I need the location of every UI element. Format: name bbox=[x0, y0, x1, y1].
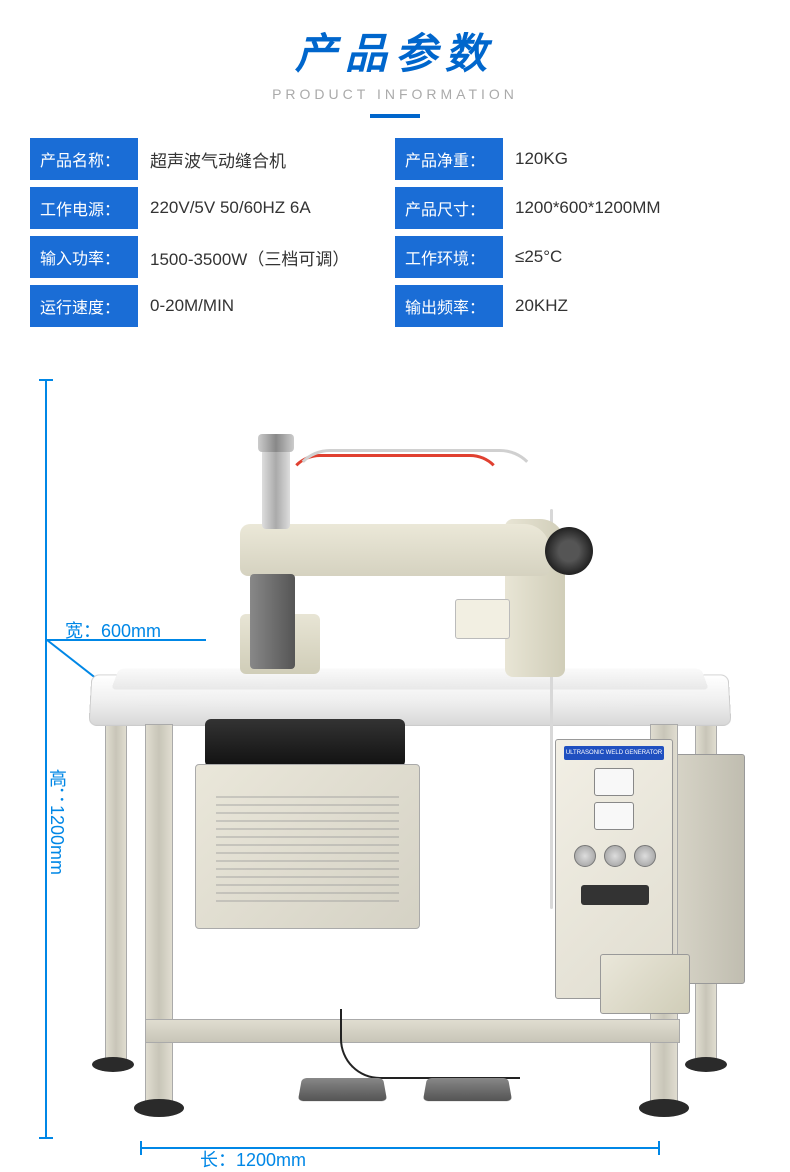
spec-label: 输出频率： bbox=[395, 285, 503, 327]
spec-value: 120KG bbox=[503, 138, 760, 180]
foot bbox=[92, 1057, 134, 1072]
title-underline bbox=[370, 114, 420, 118]
dimension-length-label: 长：1200mm bbox=[200, 1146, 306, 1172]
pedal-cable bbox=[340, 1009, 520, 1079]
switch-panel bbox=[581, 885, 649, 905]
machine-illustration: ULTRASONIC WELD GENERATOR bbox=[90, 419, 730, 1119]
spec-row: 输出频率： 20KHZ bbox=[395, 285, 760, 327]
foot bbox=[639, 1099, 689, 1117]
cylinder-cap bbox=[258, 434, 294, 452]
sub-title: PRODUCT INFORMATION bbox=[0, 86, 790, 102]
control-knob bbox=[634, 845, 656, 867]
gauge bbox=[594, 802, 634, 830]
spec-value: 220V/5V 50/60HZ 6A bbox=[138, 187, 395, 229]
foot bbox=[685, 1057, 727, 1072]
foot bbox=[134, 1099, 184, 1117]
handwheel bbox=[545, 527, 593, 575]
motor-assembly bbox=[205, 719, 405, 767]
spec-row: 运行速度： 0-20M/MIN bbox=[30, 285, 395, 327]
spec-label: 输入功率： bbox=[30, 236, 138, 278]
spec-row: 工作电源： 220V/5V 50/60HZ 6A bbox=[30, 187, 395, 229]
diagram-area: 宽：600mm 高：1200mm 长：1200mm ULTRASONIC WEL… bbox=[0, 359, 790, 1169]
spec-value: ≤25°C bbox=[503, 236, 760, 278]
spec-value: 1200*600*1200MM bbox=[503, 187, 760, 229]
spec-label: 工作电源： bbox=[30, 187, 138, 229]
spec-row: 输入功率： 1500-3500W（三档可调） bbox=[30, 236, 395, 278]
spec-value: 超声波气动缝合机 bbox=[138, 138, 395, 180]
spec-col-left: 产品名称： 超声波气动缝合机 工作电源： 220V/5V 50/60HZ 6A … bbox=[30, 138, 395, 334]
spec-table: 产品名称： 超声波气动缝合机 工作电源： 220V/5V 50/60HZ 6A … bbox=[0, 138, 790, 334]
table-surface bbox=[111, 669, 709, 690]
spec-col-right: 产品净重： 120KG 产品尺寸： 1200*600*1200MM 工作环境： … bbox=[395, 138, 760, 334]
control-label: ULTRASONIC WELD GENERATOR bbox=[564, 746, 664, 760]
spec-label: 产品净重： bbox=[395, 138, 503, 180]
spec-row: 产品尺寸： 1200*600*1200MM bbox=[395, 187, 760, 229]
foot-pedal bbox=[423, 1078, 512, 1101]
spec-label: 产品名称： bbox=[30, 138, 138, 180]
motor-housing bbox=[195, 764, 420, 929]
spec-label: 产品尺寸： bbox=[395, 187, 503, 229]
spec-row: 产品净重： 120KG bbox=[395, 138, 760, 180]
side-panel bbox=[670, 754, 745, 984]
table-leg bbox=[145, 724, 173, 1104]
pneumatic-tube-clear bbox=[290, 449, 540, 539]
table-leg bbox=[105, 714, 127, 1064]
spec-value: 1500-3500W（三档可调） bbox=[138, 236, 395, 278]
control-knob bbox=[604, 845, 626, 867]
dimension-height-label: 高：1200mm bbox=[44, 769, 70, 875]
spec-label: 工作环境： bbox=[395, 236, 503, 278]
needle-assembly bbox=[250, 574, 295, 669]
header-section: 产品参数 PRODUCT INFORMATION bbox=[0, 0, 790, 118]
gauge bbox=[594, 768, 634, 796]
control-knob bbox=[574, 845, 596, 867]
foot-pedal bbox=[298, 1078, 387, 1101]
spec-value: 0-20M/MIN bbox=[138, 285, 395, 327]
vents bbox=[216, 790, 399, 903]
aux-box bbox=[600, 954, 690, 1014]
main-title: 产品参数 bbox=[0, 20, 790, 81]
brand-plate bbox=[455, 599, 510, 639]
dimension-line-vertical bbox=[45, 379, 47, 1139]
spec-value: 20KHZ bbox=[503, 285, 760, 327]
spec-row: 产品名称： 超声波气动缝合机 bbox=[30, 138, 395, 180]
spec-label: 运行速度： bbox=[30, 285, 138, 327]
spec-row: 工作环境： ≤25°C bbox=[395, 236, 760, 278]
